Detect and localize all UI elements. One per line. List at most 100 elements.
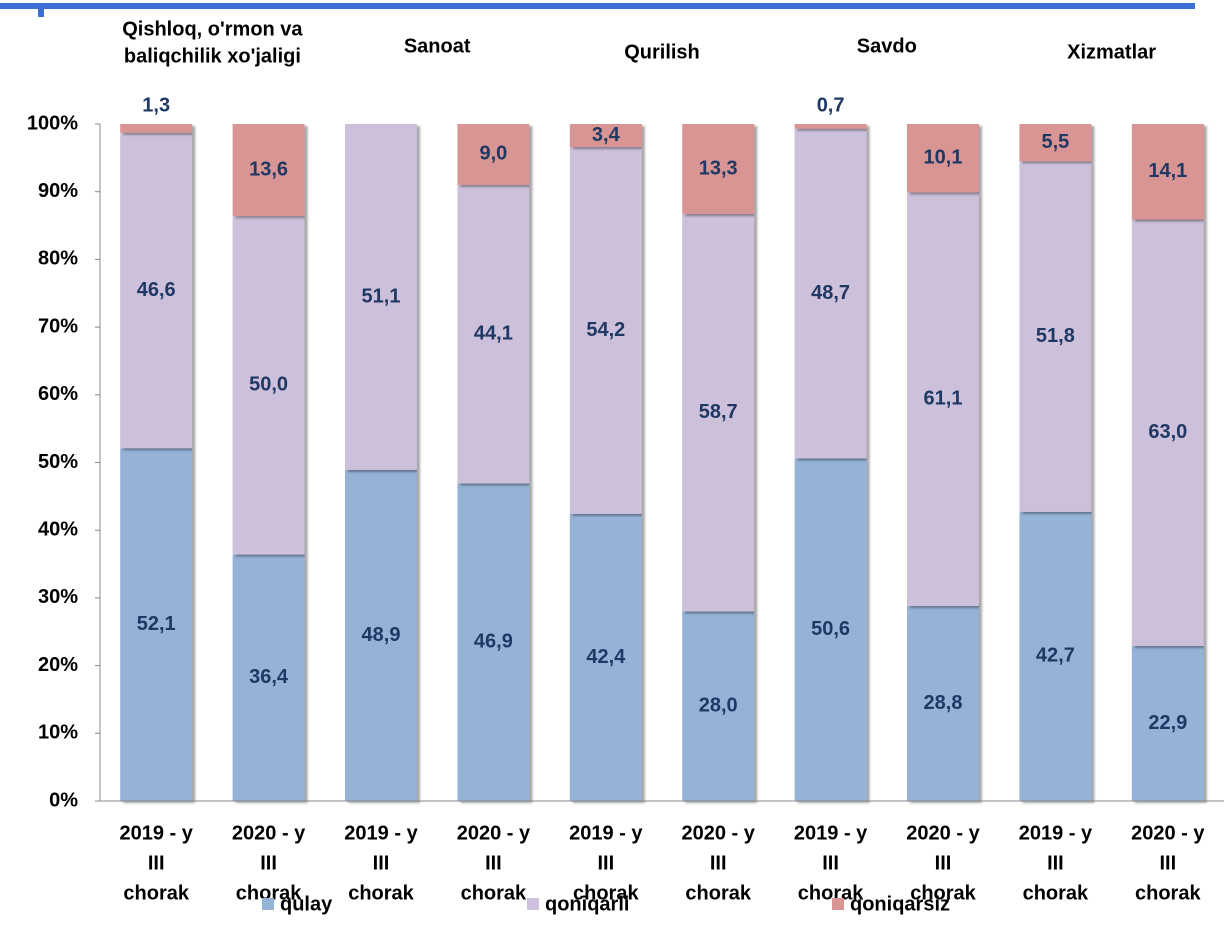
bar-segment <box>1131 219 1204 646</box>
legend-swatch <box>527 898 539 910</box>
x-tick-label: III <box>1047 852 1064 874</box>
value-label: 14,1 <box>1148 160 1187 182</box>
value-label: 10,1 <box>924 146 963 168</box>
bar-segment <box>794 124 867 129</box>
y-tick-label: 100% <box>27 112 78 134</box>
x-tick-label: chorak <box>573 882 639 904</box>
x-tick-label: chorak <box>910 882 976 904</box>
y-tick-label: 40% <box>38 518 78 540</box>
bar-segment <box>682 611 755 801</box>
value-label: 46,9 <box>474 631 513 653</box>
x-tick-label: III <box>485 852 502 874</box>
x-tick-label: 2019 - y <box>120 822 194 844</box>
value-label: 28,0 <box>699 695 738 717</box>
x-tick-label: chorak <box>1135 882 1201 904</box>
x-tick-label: III <box>822 852 839 874</box>
group-label: Qishloq, o'rmon va <box>122 18 303 40</box>
bar-segment <box>345 469 417 801</box>
x-tick-label: III <box>373 852 390 874</box>
bar-segment <box>907 192 979 607</box>
value-label: 50,0 <box>249 374 288 396</box>
value-label: 54,2 <box>586 319 625 341</box>
x-tick-label: 2019 - y <box>1019 822 1093 844</box>
x-tick-label: III <box>148 852 165 874</box>
value-label: 48,9 <box>362 624 401 646</box>
value-label: 46,6 <box>137 279 176 301</box>
bar-segment <box>1019 511 1092 801</box>
x-tick-label: III <box>260 852 277 874</box>
y-tick-label: 90% <box>38 180 78 202</box>
value-label: 5,5 <box>1041 131 1069 153</box>
bar-segment <box>457 124 530 185</box>
value-label: 13,3 <box>699 157 738 179</box>
y-tick-label: 70% <box>38 315 78 337</box>
bar-segment <box>1131 645 1204 801</box>
value-label: 28,8 <box>924 692 963 714</box>
bar-segment <box>569 124 642 148</box>
group-label: Qurilish <box>624 41 700 63</box>
value-label: 3,4 <box>592 124 621 146</box>
bar-segment <box>682 214 755 612</box>
x-tick-label: chorak <box>798 882 864 904</box>
bar-segment <box>569 513 642 801</box>
x-tick-label: III <box>597 852 614 874</box>
bar-segment <box>232 124 305 217</box>
value-label: 42,7 <box>1036 645 1075 667</box>
group-label: baliqchilik xo'jaligi <box>124 45 301 67</box>
legend-label: qoniqarsiz <box>850 893 950 915</box>
x-tick-label: chorak <box>1023 882 1089 904</box>
y-tick-label: 30% <box>38 586 78 608</box>
bar-segment <box>682 124 755 215</box>
legend-label: qoniqarli <box>545 893 629 915</box>
y-tick-label: 60% <box>38 383 78 405</box>
y-tick-label: 80% <box>38 248 78 270</box>
value-label: 9,0 <box>479 143 507 165</box>
value-label: 1,3 <box>142 94 170 116</box>
legend-swatch <box>832 898 844 910</box>
value-label: 61,1 <box>924 387 963 409</box>
value-label: 58,7 <box>699 401 738 423</box>
x-tick-label: chorak <box>685 882 751 904</box>
group-label: Sanoat <box>404 35 471 57</box>
value-label: 0,7 <box>817 94 845 116</box>
bar-segment <box>457 483 530 801</box>
header-tick <box>38 3 44 17</box>
value-label: 48,7 <box>811 282 850 304</box>
bar-segment <box>232 216 305 555</box>
bar-segment <box>1131 124 1204 220</box>
bar-segment <box>1019 161 1092 512</box>
y-tick-label: 0% <box>49 789 78 811</box>
x-tick-label: 2019 - y <box>794 822 868 844</box>
bar-segment <box>907 606 979 801</box>
group-label: Savdo <box>857 35 917 57</box>
x-tick-label: 2020 - y <box>682 822 756 844</box>
y-tick-label: 50% <box>38 451 78 473</box>
bar-segment <box>1019 124 1092 162</box>
legend-swatch <box>262 898 274 910</box>
x-tick-label: chorak <box>123 882 189 904</box>
x-tick-label: III <box>935 852 952 874</box>
x-tick-label: 2020 - y <box>906 822 980 844</box>
group-label: Xizmatlar <box>1067 41 1156 63</box>
y-tick-label: 10% <box>38 722 78 744</box>
value-label: 52,1 <box>137 613 176 635</box>
x-tick-label: 2020 - y <box>457 822 531 844</box>
value-label: 50,6 <box>811 618 850 640</box>
bar-segment <box>345 124 417 470</box>
x-tick-label: 2020 - y <box>232 822 306 844</box>
value-label: 36,4 <box>249 666 289 688</box>
x-tick-label: III <box>710 852 727 874</box>
bar-segment <box>794 458 867 801</box>
bar-segment <box>120 132 193 449</box>
x-tick-label: chorak <box>348 882 414 904</box>
value-label: 13,6 <box>249 158 288 180</box>
bar-segment <box>794 128 867 459</box>
value-label: 42,4 <box>586 646 626 668</box>
bar-segment <box>120 448 193 801</box>
legend-label: qulay <box>280 893 333 915</box>
value-label: 51,8 <box>1036 325 1075 347</box>
x-tick-label: 2019 - y <box>569 822 643 844</box>
bar-segment <box>907 124 979 193</box>
x-tick-label: 2020 - y <box>1131 822 1205 844</box>
